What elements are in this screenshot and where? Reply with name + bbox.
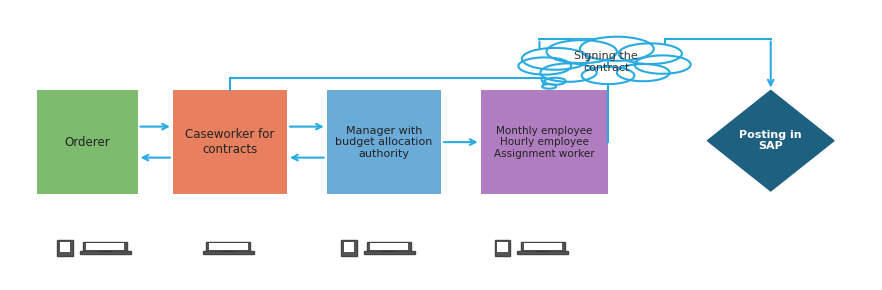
- Bar: [60, 242, 70, 253]
- Text: Manager with
budget allocation
authority: Manager with budget allocation authority: [335, 126, 432, 159]
- Bar: [79, 251, 131, 254]
- Bar: [209, 243, 248, 250]
- Bar: [363, 251, 415, 254]
- Bar: [382, 251, 396, 252]
- Text: Signing the
contract: Signing the contract: [574, 51, 639, 72]
- Circle shape: [519, 57, 572, 75]
- Bar: [83, 242, 127, 251]
- FancyBboxPatch shape: [36, 90, 138, 194]
- Bar: [524, 243, 563, 250]
- Bar: [370, 243, 408, 250]
- Bar: [340, 240, 356, 256]
- Polygon shape: [707, 90, 834, 191]
- Circle shape: [617, 64, 669, 81]
- Circle shape: [547, 40, 617, 63]
- Bar: [221, 251, 235, 252]
- FancyBboxPatch shape: [326, 90, 441, 194]
- Text: Orderer: Orderer: [64, 136, 110, 149]
- Text: Posting in
SAP: Posting in SAP: [739, 130, 802, 151]
- Bar: [518, 251, 569, 254]
- Circle shape: [542, 84, 557, 89]
- Circle shape: [522, 48, 588, 70]
- Bar: [203, 251, 254, 254]
- Bar: [56, 240, 72, 256]
- Bar: [497, 242, 508, 253]
- Circle shape: [581, 67, 634, 84]
- Bar: [206, 242, 250, 251]
- Circle shape: [618, 43, 682, 64]
- Bar: [367, 242, 411, 251]
- FancyBboxPatch shape: [481, 90, 608, 194]
- Bar: [495, 240, 511, 256]
- Bar: [536, 251, 550, 252]
- Circle shape: [541, 64, 596, 82]
- Bar: [521, 242, 565, 251]
- Circle shape: [545, 78, 566, 85]
- Text: Caseworker for
contracts: Caseworker for contracts: [185, 128, 274, 156]
- Circle shape: [580, 37, 654, 61]
- FancyBboxPatch shape: [173, 90, 288, 194]
- Text: Monthly employee
Hourly employee
Assignment worker: Monthly employee Hourly employee Assignm…: [494, 126, 594, 159]
- Circle shape: [634, 55, 691, 74]
- Bar: [86, 243, 124, 250]
- Bar: [343, 242, 354, 253]
- Bar: [98, 251, 112, 252]
